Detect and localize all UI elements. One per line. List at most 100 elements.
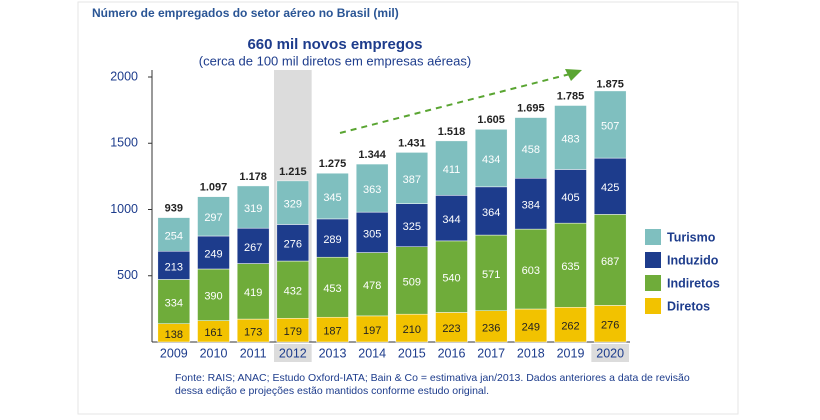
bar-segment (474, 234, 508, 311)
bar-segment (435, 195, 468, 242)
data-label: 390 (204, 291, 222, 303)
legend-label: Induzido (667, 253, 719, 267)
total-label: 1.518 (438, 126, 466, 138)
total-label: 1.178 (239, 171, 267, 183)
data-label: 571 (482, 269, 500, 281)
annotation: (cerca de 100 mil diretos em empresas aé… (199, 53, 471, 68)
total-label: 1.344 (358, 149, 386, 161)
data-label: 276 (601, 320, 619, 332)
data-label: 344 (442, 214, 460, 226)
bar-segment (276, 260, 310, 319)
data-label: 249 (204, 248, 222, 260)
data-label: 325 (403, 221, 421, 233)
total-label: 1.785 (557, 90, 585, 102)
bar-segment (316, 316, 349, 343)
total-label: 1.275 (319, 158, 347, 170)
data-label: 411 (443, 164, 461, 176)
bar-segment (395, 152, 429, 204)
y-tick-label: 2000 (110, 69, 138, 83)
legend-swatch (645, 229, 661, 245)
label-highlight (274, 344, 312, 362)
data-label: 483 (561, 133, 579, 145)
bar-segment (157, 279, 191, 324)
bar-segment (355, 163, 389, 213)
total-label: 1.097 (200, 182, 228, 194)
legend-label: Diretos (667, 299, 710, 313)
data-label: 179 (284, 326, 302, 338)
arrow-head (565, 69, 582, 81)
bar-segment (554, 105, 587, 170)
data-label: 419 (244, 287, 262, 299)
bar-segment (236, 185, 270, 229)
data-label: 458 (522, 144, 540, 156)
bar-segment (395, 313, 429, 343)
bar-segment (435, 240, 468, 313)
x-tick-label: 2017 (477, 346, 505, 360)
total-label: 1.875 (596, 78, 624, 90)
total-label: 939 (165, 202, 183, 214)
x-tick-label: 2019 (557, 346, 585, 360)
data-label: 364 (482, 207, 500, 219)
bar-segment (355, 315, 389, 343)
data-label: 387 (403, 174, 421, 186)
total-label: 1.431 (398, 137, 426, 149)
data-label: 334 (165, 297, 183, 309)
bar-segment (355, 211, 389, 253)
source: Fonte: RAIS; ANAC; Estudo Oxford-IATA; B… (175, 372, 690, 384)
legend-label: Turismo (667, 230, 716, 244)
data-label: 384 (522, 200, 540, 212)
bar-segment (514, 228, 548, 310)
bar-segment (236, 227, 270, 264)
data-label: 161 (204, 327, 222, 339)
bar-segment (593, 214, 627, 306)
data-label: 249 (522, 321, 540, 333)
data-label: 432 (284, 286, 302, 298)
data-label: 319 (244, 203, 262, 215)
data-label: 635 (561, 261, 579, 273)
x-tick-label: 2014 (358, 346, 386, 360)
x-tick-label: 2020 (596, 346, 624, 360)
x-tick-label: 2015 (398, 346, 426, 360)
bar-segment (593, 305, 627, 343)
annotation: 660 mil novos empregos (247, 36, 422, 53)
y-tick-label: 1000 (110, 202, 138, 216)
legend-swatch (645, 298, 661, 314)
data-label: 329 (284, 199, 302, 211)
data-label: 405 (561, 192, 579, 204)
x-tick-label: 2010 (200, 346, 228, 360)
x-tick-label: 2012 (279, 346, 307, 360)
data-label: 187 (323, 326, 341, 338)
total-label: 1.215 (279, 166, 307, 178)
x-tick-label: 2016 (438, 346, 466, 360)
data-label: 687 (601, 256, 619, 268)
bar-segment (197, 196, 230, 237)
data-label: 297 (204, 212, 222, 224)
bar-segment (474, 310, 508, 343)
data-label: 197 (363, 325, 381, 337)
x-tick-label: 2009 (160, 346, 188, 360)
data-label: 603 (522, 265, 540, 277)
data-label: 254 (165, 230, 183, 242)
legend-label: Indiretos (667, 276, 720, 290)
y-tick-label: 1500 (110, 136, 138, 150)
bar-segment (157, 250, 191, 280)
bar-segment (316, 218, 349, 258)
bar-segment (197, 268, 230, 321)
bar-segment (395, 203, 429, 247)
chart-title: Número de empregados do setor aéreo no B… (92, 6, 399, 20)
data-label: 425 (601, 182, 619, 194)
bar-segment (395, 246, 429, 315)
bar-segment (276, 224, 310, 262)
bar-segment (474, 186, 508, 236)
data-label: 363 (363, 184, 381, 196)
x-tick-label: 2013 (319, 346, 347, 360)
source: dessa edição e projeções estão mantidos … (175, 385, 489, 397)
bar-segment (514, 117, 548, 179)
bar-segment (236, 263, 270, 320)
bar-segment (355, 252, 389, 317)
bar-segment (435, 140, 468, 196)
bar-segment (316, 172, 349, 220)
data-label: 453 (323, 283, 341, 295)
data-label: 223 (442, 323, 460, 335)
